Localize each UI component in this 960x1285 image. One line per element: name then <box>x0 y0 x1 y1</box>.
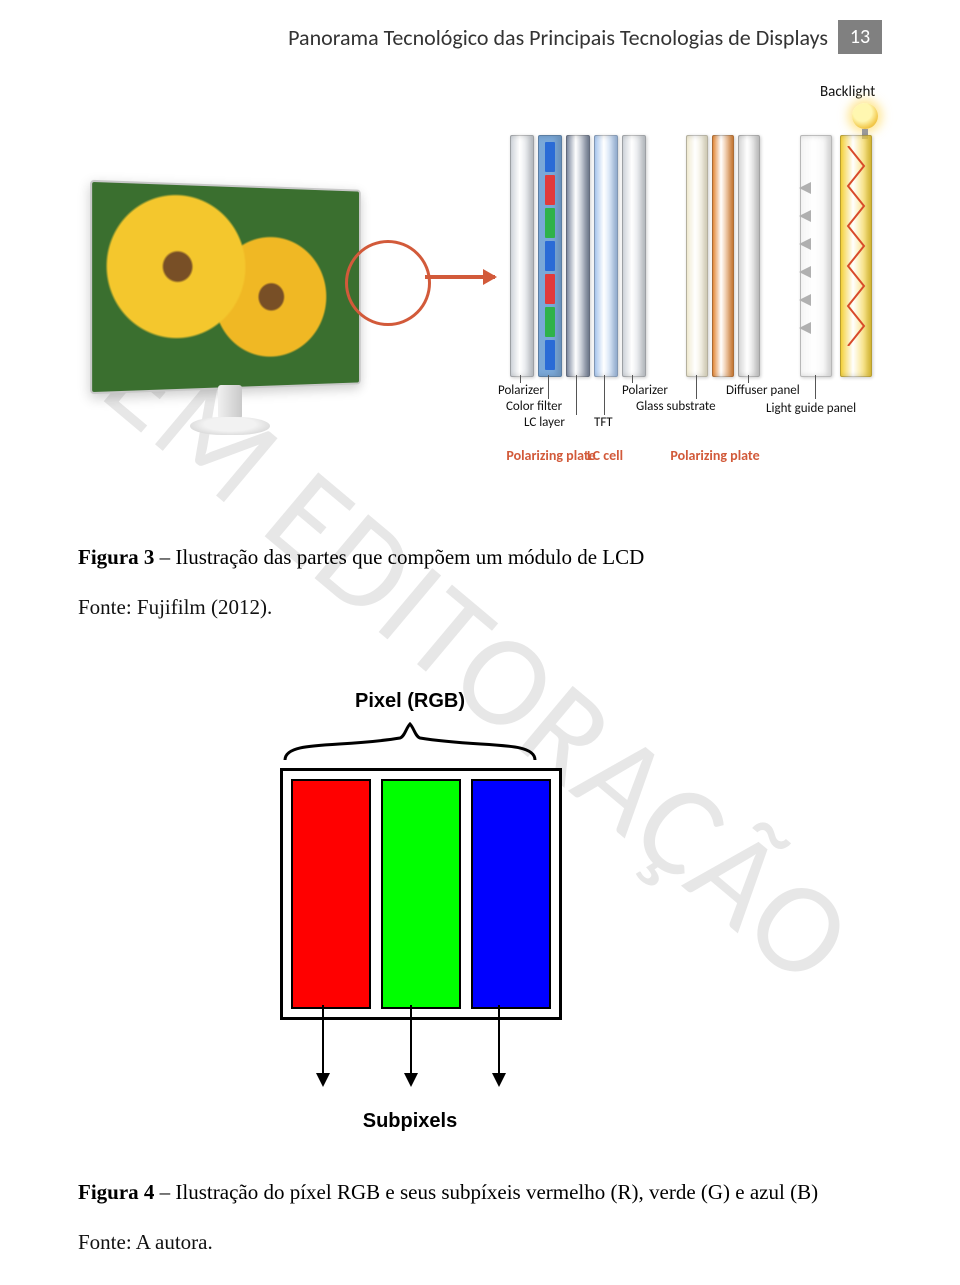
tick-line <box>520 375 521 383</box>
label-lightguide: Light guide panel <box>766 401 856 416</box>
figure-4-caption-bold: Figura 4 <box>78 1180 154 1204</box>
figure-3-source: Fonte: Fujifilm (2012). <box>78 595 272 620</box>
layer-color-filter <box>538 135 562 377</box>
tick-line <box>815 375 816 399</box>
pixel-frame <box>280 768 562 1020</box>
arrow-down-red <box>322 1005 324 1085</box>
tick-line <box>748 375 749 383</box>
figure-4-caption-text: – Ilustração do píxel RGB e seus subpíxe… <box>154 1180 818 1204</box>
subpixel-green <box>381 779 461 1009</box>
subpixel-red <box>291 779 371 1009</box>
pixel-rgb-label: Pixel (RGB) <box>260 690 560 713</box>
brace-top-icon <box>280 720 540 764</box>
figure-4: Pixel (RGB) Subpixels <box>260 690 560 1150</box>
layer-lc <box>566 135 590 377</box>
layer-polarizer-back <box>622 135 646 377</box>
page-header: Panorama Tecnológico das Principais Tecn… <box>288 20 882 54</box>
layer-wv-film <box>712 135 734 377</box>
arrow-down-green <box>410 1005 412 1085</box>
group-label-lc-cell: LC cell <box>570 447 640 464</box>
tick-line <box>696 375 697 399</box>
lightguide-arrows-icon <box>799 166 811 350</box>
figure-3-caption-text: – Ilustração das partes que compõem um m… <box>154 545 644 569</box>
figure-4-source: Fonte: A autora. <box>78 1230 213 1255</box>
layer-polarizer-front <box>510 135 534 377</box>
label-glass: Glass substrate <box>636 399 716 414</box>
monitor-stand-icon <box>190 395 270 450</box>
label-polarizer-back: Polarizer <box>622 383 668 398</box>
layer-lightguide <box>800 135 832 377</box>
figure-3-caption-bold: Figura 3 <box>78 545 154 569</box>
subpixels-label: Subpixels <box>260 1110 560 1133</box>
label-diffuser: Diffuser panel <box>726 383 800 398</box>
page-root: EM EDITORAÇÃO Panorama Tecnológico das P… <box>0 0 960 1285</box>
figure-3-caption: Figura 3 – Ilustração das partes que com… <box>78 545 644 570</box>
layer-tft <box>594 135 618 377</box>
tick-line <box>576 375 577 415</box>
monitor-icon <box>90 185 374 389</box>
flower-image-icon <box>92 182 359 392</box>
tick-line <box>604 375 605 415</box>
tick-line <box>548 375 549 399</box>
monitor-screen <box>90 180 361 394</box>
subpixel-blue <box>471 779 551 1009</box>
figure-4-caption: Figura 4 – Ilustração do píxel RGB e seu… <box>78 1180 818 1205</box>
backlight-bulb-icon <box>852 103 878 129</box>
group-label-polarizing-plate-back: Polarizing plate <box>660 447 770 464</box>
layer-diffuser <box>738 135 760 377</box>
color-filter-stripes <box>539 136 561 376</box>
callout-circle-icon <box>345 240 431 326</box>
backlight-label: Backlight <box>820 83 875 101</box>
tick-line <box>632 375 633 383</box>
layer-backlight-bar <box>840 135 872 377</box>
page-number-badge: 13 <box>838 20 882 54</box>
layer-glass-substrate <box>686 135 708 377</box>
callout-arrow-icon <box>425 275 495 279</box>
lcd-layer-stack: Backlight <box>510 135 910 425</box>
label-lc-layer: LC layer <box>524 415 565 430</box>
header-title: Panorama Tecnológico das Principais Tecn… <box>288 24 828 51</box>
backlight-zigzag-icon <box>846 146 866 346</box>
figure-3: Backlight <box>80 95 900 485</box>
arrow-down-blue <box>498 1005 500 1085</box>
label-polarizer-front: Polarizer <box>498 383 544 398</box>
label-color-filter: Color filter <box>506 399 562 414</box>
label-tft: TFT <box>594 415 613 430</box>
